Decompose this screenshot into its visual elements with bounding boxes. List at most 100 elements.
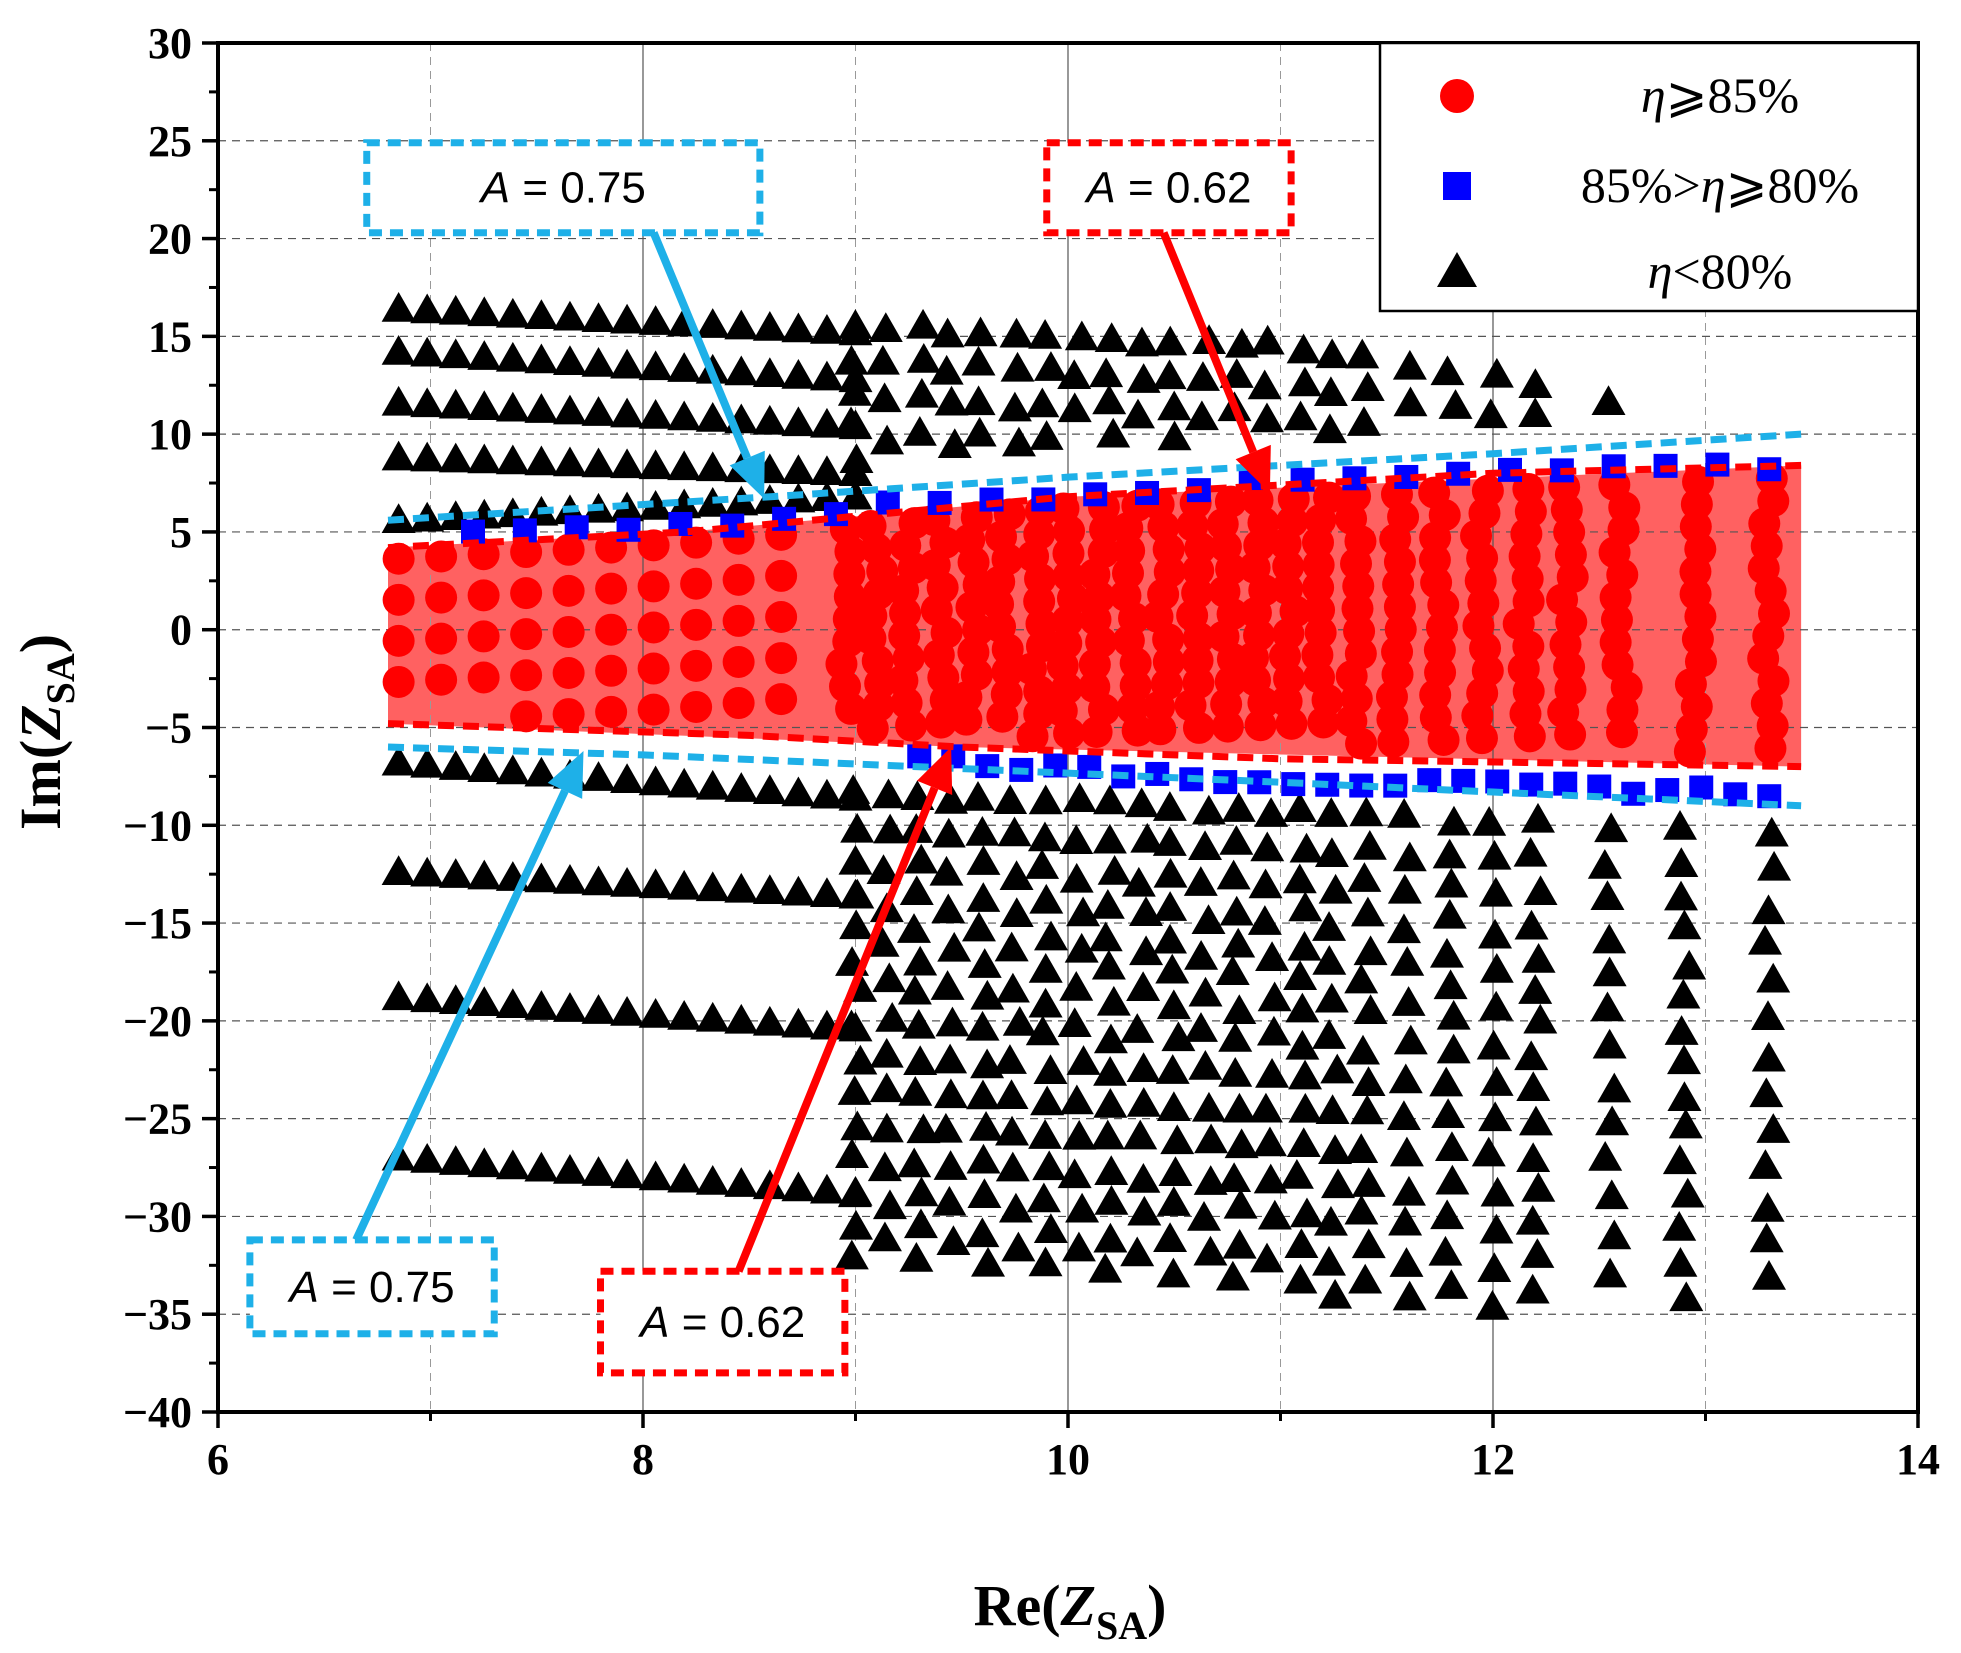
circle-point xyxy=(833,580,866,613)
annotation-box xyxy=(246,1236,498,1338)
triangle-point xyxy=(1386,1100,1421,1130)
y-tick-label: −35 xyxy=(123,1290,192,1339)
circle-point xyxy=(1244,709,1277,742)
triangle-point xyxy=(1062,782,1097,813)
circle-point xyxy=(855,600,888,633)
triangle-point xyxy=(1153,923,1188,954)
triangle-point xyxy=(1348,1263,1383,1294)
circle-point xyxy=(1302,571,1335,604)
triangle-point xyxy=(1289,1197,1324,1228)
triangle-point xyxy=(904,1176,939,1207)
triangle-point xyxy=(875,1002,910,1032)
triangle-point xyxy=(581,346,616,377)
legend-marker-square xyxy=(1443,172,1471,200)
boundary-lower-a062 xyxy=(387,720,1802,771)
triangle-point xyxy=(1033,1054,1068,1084)
triangle-point xyxy=(781,358,816,389)
triangle-point xyxy=(638,997,673,1028)
triangle-point xyxy=(1587,848,1622,879)
triangle-point xyxy=(965,816,1000,846)
triangle-point xyxy=(934,783,969,814)
triangle-point xyxy=(724,309,759,340)
circle-point xyxy=(722,563,755,596)
triangle-point xyxy=(867,1221,902,1252)
triangle-point xyxy=(1061,1231,1096,1262)
triangle-point xyxy=(1752,1260,1787,1290)
circle-point xyxy=(1016,720,1049,753)
marker-layer xyxy=(381,291,1792,1320)
triangle-point xyxy=(438,294,473,325)
circle-point xyxy=(1113,534,1146,567)
triangle-point xyxy=(837,1075,872,1105)
square-point xyxy=(1553,771,1578,796)
triangle-point xyxy=(838,479,873,510)
circle-point xyxy=(983,565,1016,598)
triangle-point xyxy=(930,970,965,1000)
triangle-point xyxy=(1092,784,1127,815)
triangle-point xyxy=(1750,1000,1785,1030)
boundary-layer xyxy=(387,430,1802,810)
triangle-point xyxy=(1057,1007,1092,1037)
triangle-point xyxy=(1756,1113,1791,1143)
circle-point xyxy=(833,557,866,590)
triangle-point xyxy=(438,1145,473,1175)
triangle-point xyxy=(552,992,587,1022)
triangle-point xyxy=(1250,324,1285,355)
circle-point xyxy=(1053,717,1086,750)
triangle-point xyxy=(1314,797,1349,827)
triangle-point xyxy=(381,855,416,885)
triangle-point xyxy=(963,316,998,347)
triangle-point xyxy=(1387,873,1422,904)
triangle-point xyxy=(1387,797,1422,828)
triangle-point xyxy=(1351,1228,1386,1259)
annotation-box xyxy=(1043,139,1295,237)
triangle-point xyxy=(1032,1150,1067,1181)
triangle-point xyxy=(781,1007,816,1038)
triangle-point xyxy=(1472,805,1507,836)
triangle-point xyxy=(581,396,616,426)
annotation-label: A = 0.75 xyxy=(286,1263,454,1312)
triangle-point xyxy=(1667,1044,1702,1075)
circle-point xyxy=(1121,714,1154,747)
triangle-point xyxy=(869,1072,904,1103)
triangle-point xyxy=(667,488,702,519)
triangle-point xyxy=(752,1005,787,1036)
triangle-point xyxy=(495,1149,530,1180)
triangle-point xyxy=(1062,1119,1097,1150)
triangle-point xyxy=(667,352,702,382)
triangle-point xyxy=(1391,986,1426,1016)
circle-point xyxy=(425,540,458,573)
triangle-point xyxy=(695,451,730,482)
circle-point xyxy=(680,608,713,641)
circle-point xyxy=(722,645,755,678)
triangle-point xyxy=(931,817,966,848)
triangle-point xyxy=(1027,821,1062,852)
circle-point xyxy=(510,618,543,651)
circle-point xyxy=(991,655,1024,688)
triangle-point xyxy=(1392,841,1427,872)
triangle-point xyxy=(610,448,645,479)
triangle-point xyxy=(1034,920,1069,951)
circle-point xyxy=(595,654,628,687)
annotation-box xyxy=(363,139,764,237)
triangle-point xyxy=(381,291,416,322)
triangle-point xyxy=(1183,866,1218,896)
triangle-point xyxy=(1313,376,1348,406)
triangle-point xyxy=(1059,1084,1094,1115)
x-axis-title-suffix: ) xyxy=(1147,1573,1166,1638)
triangle-point xyxy=(1663,1246,1698,1277)
triangle-point xyxy=(906,342,941,373)
triangle-point xyxy=(999,317,1034,348)
triangle-point xyxy=(1436,999,1471,1030)
triangle-point xyxy=(1318,1278,1353,1309)
y-tick-label: 5 xyxy=(170,508,192,557)
triangle-point xyxy=(1157,390,1192,421)
circle-point xyxy=(1465,722,1498,755)
circle-point xyxy=(1754,732,1787,765)
triangle-point xyxy=(1430,1199,1465,1230)
triangle-point xyxy=(695,1164,730,1195)
annotation-value: = 0.75 xyxy=(510,164,646,213)
triangle-point xyxy=(1256,1015,1291,1046)
triangle-point xyxy=(1124,326,1159,357)
triangle-point xyxy=(1287,930,1322,961)
